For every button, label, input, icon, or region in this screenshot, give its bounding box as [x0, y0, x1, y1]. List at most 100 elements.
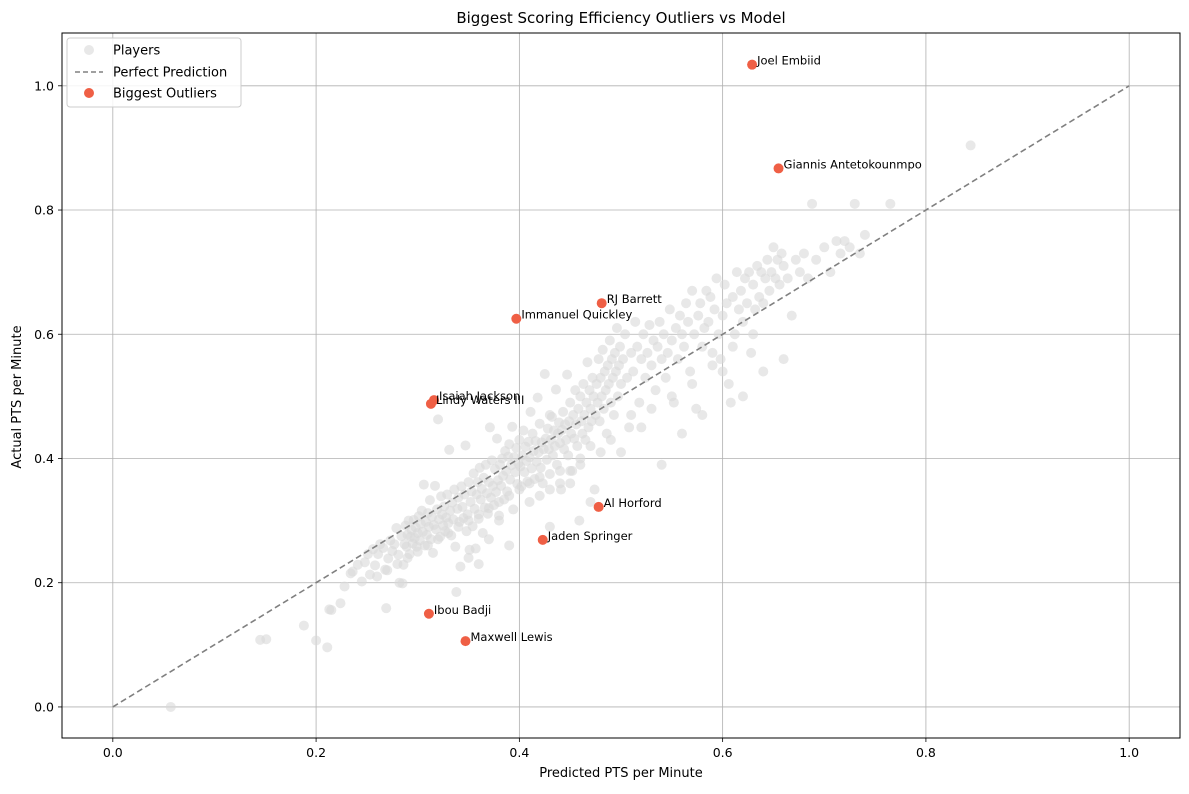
player-point	[298, 620, 309, 631]
player-point	[492, 433, 503, 444]
player-point	[524, 478, 535, 489]
player-point	[392, 559, 403, 570]
player-point	[644, 319, 655, 330]
player-point	[463, 515, 474, 526]
player-point	[470, 543, 481, 554]
player-point	[507, 421, 518, 432]
player-point	[776, 248, 787, 259]
player-point	[544, 484, 555, 495]
outlier-label: Joel Embiid	[756, 54, 821, 68]
player-point	[798, 248, 809, 259]
player-point	[494, 515, 505, 526]
x-axis-ticks: 0.0 0.2 0.4 0.6 0.8 1.0	[103, 738, 1139, 760]
player-point	[463, 552, 474, 563]
player-point	[658, 329, 669, 340]
outlier-point	[773, 163, 784, 174]
player-point	[574, 515, 585, 526]
player-point	[585, 441, 596, 452]
player-point	[620, 329, 631, 340]
player-point	[475, 494, 486, 505]
player-point	[674, 310, 685, 321]
outlier-point	[425, 398, 436, 409]
player-point	[672, 354, 683, 365]
legend-players-label: Players	[113, 44, 160, 59]
player-point	[705, 291, 716, 302]
outlier-label: Isaiah Jackson	[439, 389, 520, 403]
outlier-label: Immanuel Quickley	[521, 308, 632, 322]
legend-box	[66, 37, 242, 108]
player-point	[547, 450, 558, 461]
players-series	[165, 140, 976, 712]
player-point	[450, 541, 461, 552]
player-point	[582, 357, 593, 368]
player-point	[640, 372, 651, 383]
outliers-series	[423, 59, 784, 647]
player-point	[565, 465, 576, 476]
player-point	[693, 310, 704, 321]
player-point	[965, 140, 976, 151]
player-point	[578, 378, 589, 389]
player-point	[707, 347, 718, 358]
player-point	[676, 428, 687, 439]
y-axis-label: Actual PTS per Minute	[10, 325, 25, 468]
player-point	[544, 410, 555, 421]
player-point	[811, 254, 822, 265]
player-point	[707, 360, 718, 371]
player-point	[638, 329, 649, 340]
player-point	[681, 298, 692, 309]
x-tick-label: 0.0	[103, 745, 123, 760]
player-point	[626, 410, 637, 421]
player-point	[727, 341, 738, 352]
outlier-point	[593, 501, 604, 512]
player-point	[715, 354, 726, 365]
player-point	[713, 329, 724, 340]
outlier-point	[537, 534, 548, 545]
player-point	[563, 450, 574, 461]
player-point	[614, 341, 625, 352]
player-point	[565, 397, 576, 408]
player-point	[504, 540, 515, 551]
player-point	[746, 347, 757, 358]
player-point	[758, 298, 769, 309]
player-point	[689, 329, 700, 340]
player-point	[525, 406, 536, 417]
player-point	[656, 354, 667, 365]
player-point	[460, 440, 471, 451]
player-point	[535, 462, 546, 473]
player-point	[630, 316, 641, 327]
player-point	[378, 542, 389, 553]
player-point	[742, 298, 753, 309]
player-point	[598, 403, 609, 414]
player-point	[382, 565, 393, 576]
player-point	[737, 391, 748, 402]
plot-frame	[61, 32, 1181, 739]
outlier-point	[596, 298, 607, 309]
player-point	[778, 260, 789, 271]
player-point	[758, 366, 769, 377]
chart-title: Biggest Scoring Efficiency Outliers vs M…	[456, 9, 785, 27]
legend-outliers-label: Biggest Outliers	[113, 87, 217, 102]
player-point	[849, 198, 860, 209]
player-point	[735, 285, 746, 296]
player-point	[381, 603, 392, 614]
x-tick-label: 0.8	[916, 745, 936, 760]
player-point	[534, 490, 545, 501]
player-point	[831, 236, 842, 247]
player-point	[562, 369, 573, 380]
player-point	[444, 444, 455, 455]
player-point	[885, 198, 896, 209]
player-point	[457, 501, 468, 512]
player-point	[534, 418, 545, 429]
outlier-label: Al Horford	[604, 496, 662, 510]
outlier-label: Maxwell Lewis	[470, 630, 552, 644]
player-point	[778, 354, 789, 365]
player-point	[424, 495, 435, 506]
player-point	[595, 447, 606, 458]
player-point	[605, 434, 616, 445]
player-point	[585, 496, 596, 507]
player-point	[697, 341, 708, 352]
player-point	[550, 384, 561, 395]
player-point	[660, 372, 671, 383]
player-point	[486, 455, 497, 466]
outlier-label: Jaden Springer	[547, 529, 633, 543]
